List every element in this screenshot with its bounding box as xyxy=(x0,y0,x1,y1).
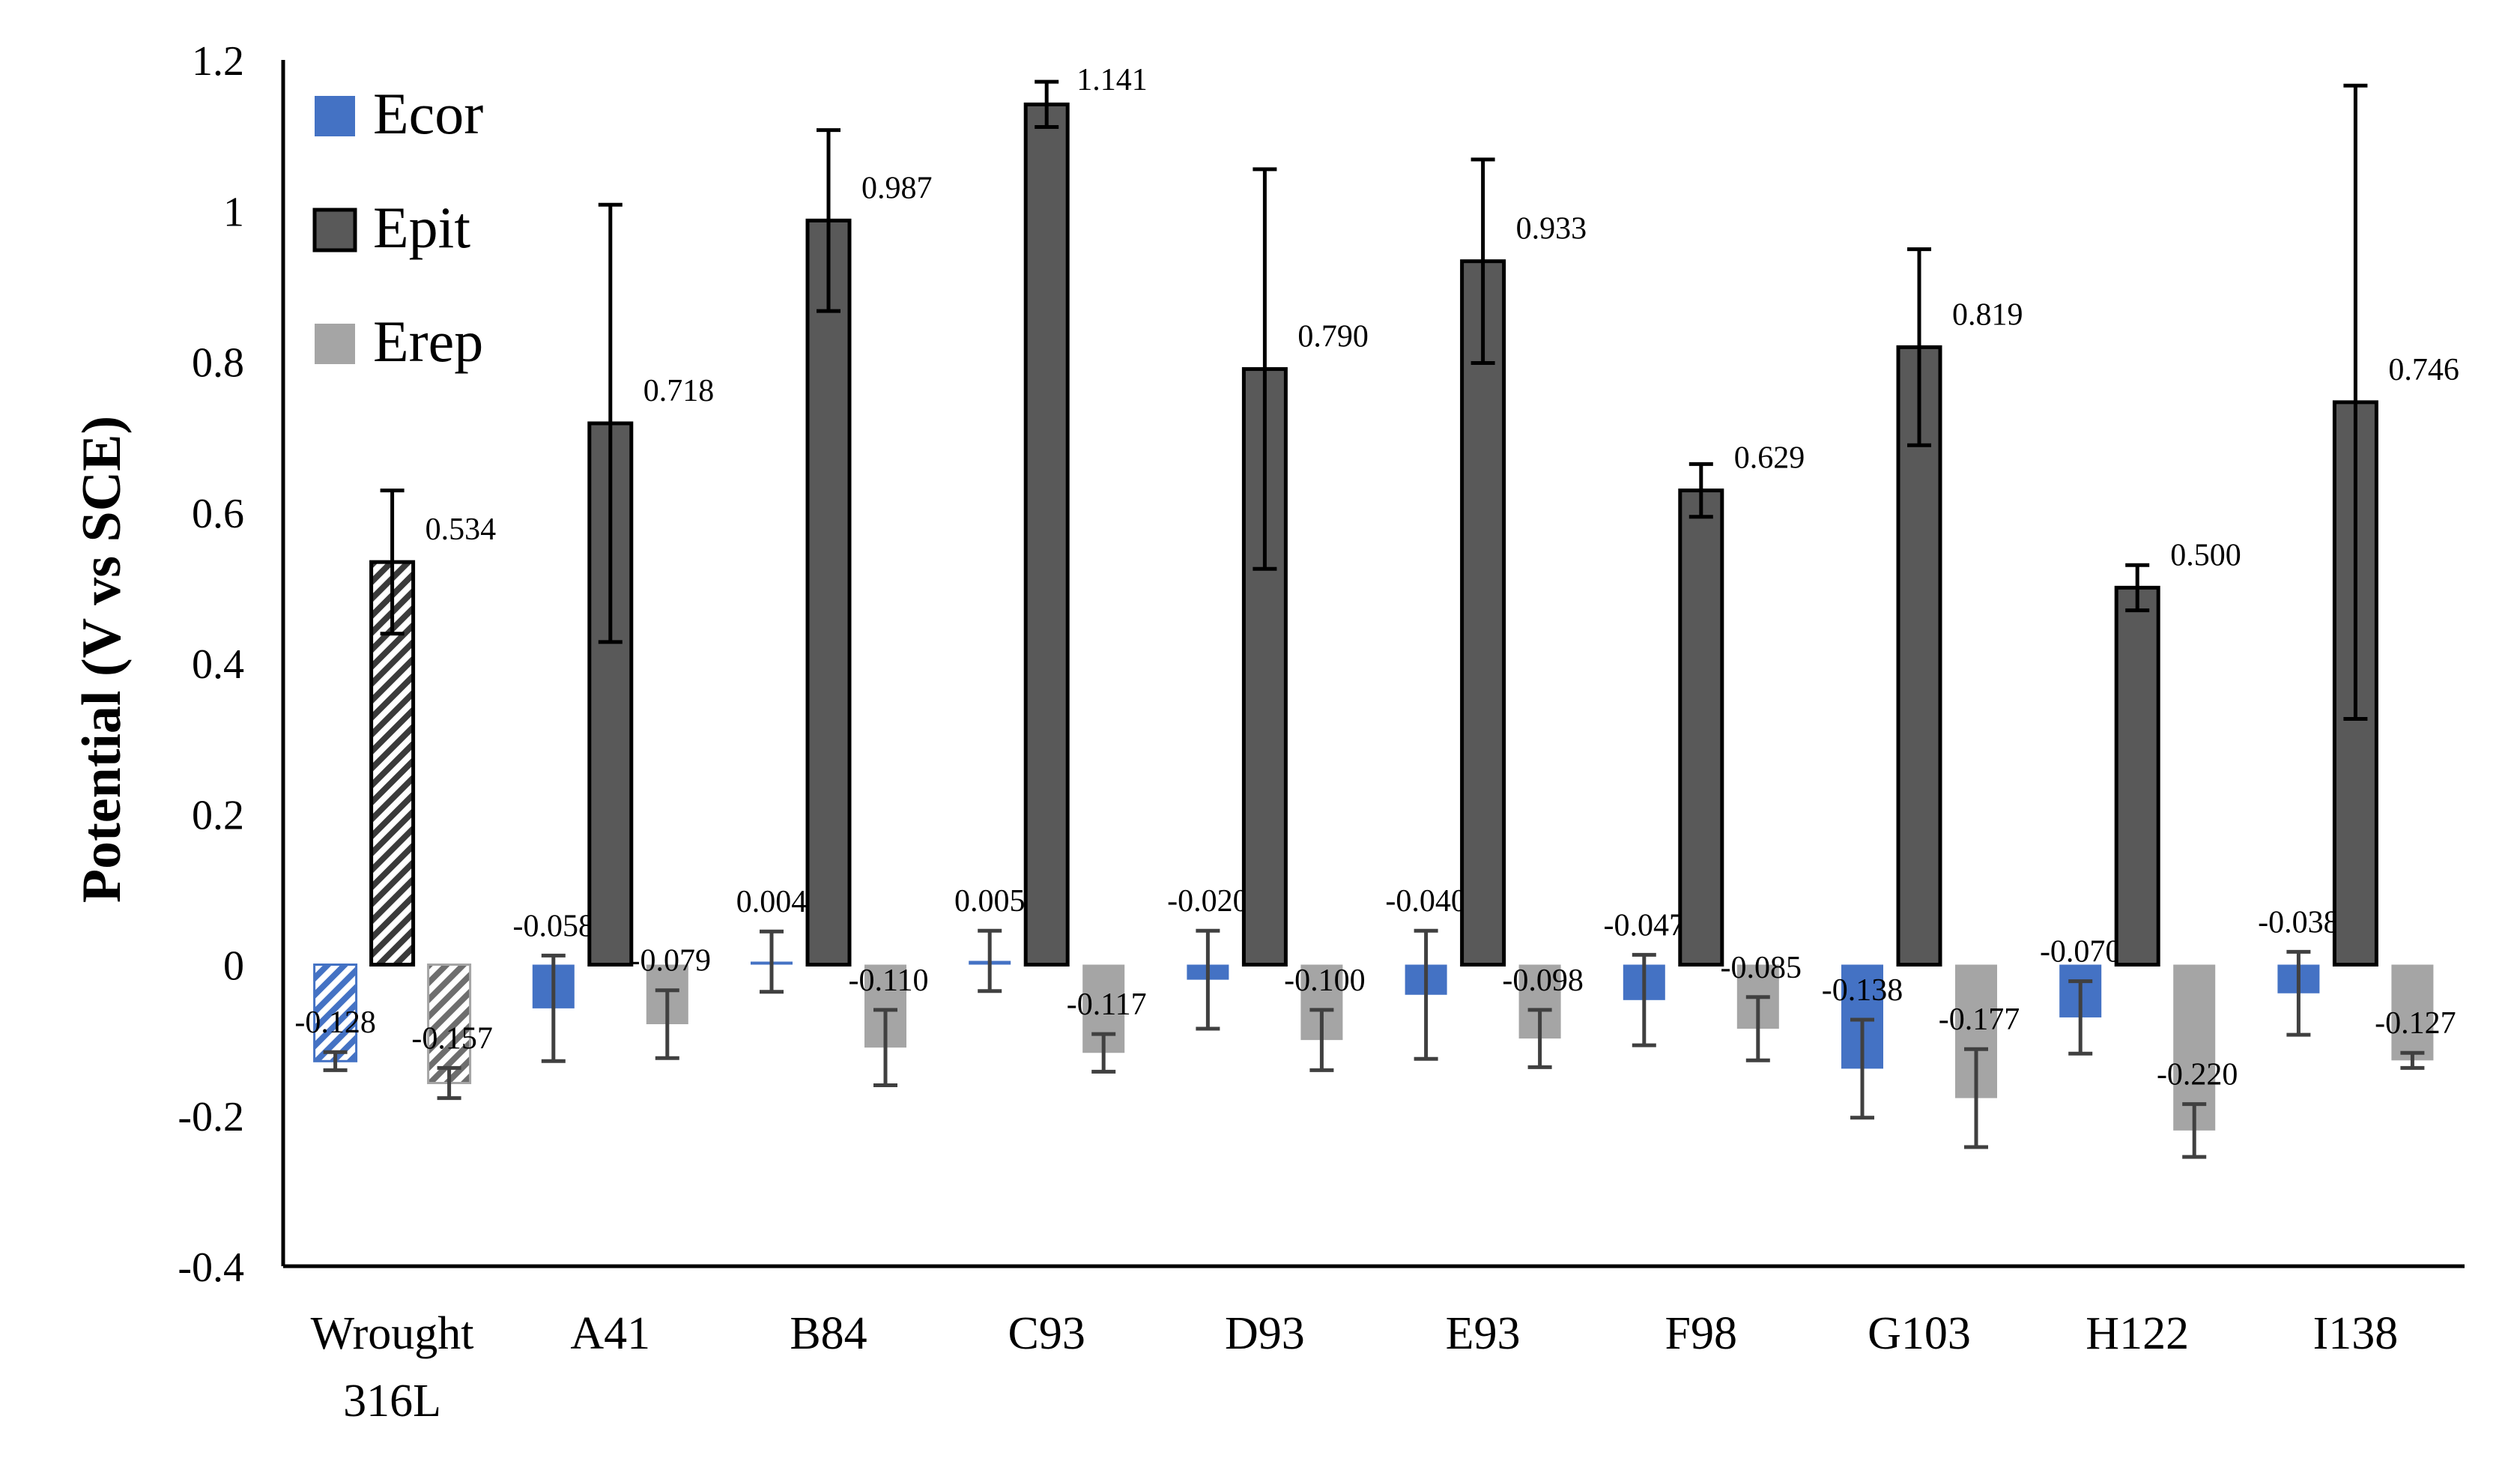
x-tick-label: B84 xyxy=(790,1308,867,1359)
legend: Ecor Epit Erep xyxy=(312,81,483,374)
x-tick-label: A41 xyxy=(570,1308,650,1359)
data-label-erep: -0.157 xyxy=(411,1021,493,1056)
y-tick-label: -0.4 xyxy=(178,1244,244,1291)
bar-epit xyxy=(2114,585,2160,967)
x-tick-label: D93 xyxy=(1225,1308,1305,1359)
bar-epit xyxy=(1460,259,1506,967)
y-tick-label: -0.2 xyxy=(178,1094,244,1140)
x-tick-label: F98 xyxy=(1665,1308,1737,1359)
legend-swatch-epit xyxy=(312,208,357,252)
data-label-epit: 0.933 xyxy=(1516,212,1587,246)
x-tick-label: I138 xyxy=(2313,1308,2399,1359)
data-label-erep: -0.220 xyxy=(2157,1058,2238,1092)
data-label-erep: -0.127 xyxy=(2375,1006,2456,1041)
data-label-ecor: 0.004 xyxy=(736,885,808,919)
data-label-ecor: 0.005 xyxy=(954,884,1026,919)
legend-label-epit: Epit xyxy=(373,195,470,260)
y-tick-label: 0.8 xyxy=(192,340,244,387)
y-tick-label: 1.2 xyxy=(192,38,244,85)
data-label-epit: 0.987 xyxy=(861,171,933,205)
x-tick-label: Wrought xyxy=(311,1308,474,1359)
y-tick-label: 1 xyxy=(223,189,244,235)
data-label-epit: 0.746 xyxy=(2388,353,2459,387)
legend-swatch-ecor xyxy=(315,96,355,136)
data-label-ecor: -0.040 xyxy=(1385,884,1467,919)
legend-swatch-erep xyxy=(315,324,355,364)
x-tick-label: E93 xyxy=(1446,1308,1521,1359)
x-tick-label: G103 xyxy=(1868,1308,1971,1359)
data-label-erep: -0.110 xyxy=(849,964,929,998)
data-label-erep: -0.079 xyxy=(630,944,712,979)
data-label-ecor: -0.047 xyxy=(1604,908,1685,943)
y-tick-label: 0.2 xyxy=(192,792,244,838)
data-label-epit: 0.629 xyxy=(1734,441,1805,476)
y-tick-label: 0.6 xyxy=(192,491,244,537)
data-label-epit: 0.718 xyxy=(643,374,715,408)
data-label-erep: -0.085 xyxy=(1721,951,1802,985)
data-label-ecor: -0.058 xyxy=(513,909,595,943)
data-label-erep: -0.098 xyxy=(1502,964,1584,998)
bar-epit xyxy=(1678,489,1724,967)
data-label-erep: -0.177 xyxy=(1939,1002,2020,1037)
data-label-erep: -0.100 xyxy=(1284,964,1366,998)
data-label-erep: -0.117 xyxy=(1067,987,1147,1022)
data-label-ecor: -0.038 xyxy=(2258,905,2339,940)
y-axis-label: Potential (V vs SCE) xyxy=(71,416,133,903)
x-tick-label: C93 xyxy=(1008,1308,1085,1359)
bar-epit xyxy=(1896,345,1942,967)
y-tick-label: 0.4 xyxy=(192,641,244,688)
data-label-epit: 0.534 xyxy=(425,512,497,547)
x-tick-label: 316L xyxy=(343,1376,441,1427)
legend-label-erep: Erep xyxy=(373,309,483,374)
data-label-epit: 1.141 xyxy=(1076,63,1148,97)
data-label-ecor: -0.070 xyxy=(2040,935,2121,970)
data-label-ecor: -0.138 xyxy=(1822,973,1903,1008)
bar-erep xyxy=(2391,964,2434,1061)
x-tick-label: H122 xyxy=(2086,1308,2189,1359)
y-tick-label: 0 xyxy=(223,943,244,990)
data-label-epit: 0.819 xyxy=(1952,297,2023,332)
legend-label-ecor: Ecor xyxy=(373,81,483,146)
data-label-epit: 0.500 xyxy=(2170,538,2241,572)
bar-epit xyxy=(805,218,852,967)
plot-area: -0.4 -0.2 0 0.2 0.4 0.6 0.8 1 1.2 -0.128 -0.058 0.0… xyxy=(178,38,2465,1427)
bar-epit xyxy=(1023,102,1070,967)
bar-erep xyxy=(427,964,472,1084)
data-label-epit: 0.790 xyxy=(1297,320,1369,354)
data-label-ecor: -0.020 xyxy=(1167,884,1249,919)
data-label-ecor: -0.128 xyxy=(294,1005,376,1040)
